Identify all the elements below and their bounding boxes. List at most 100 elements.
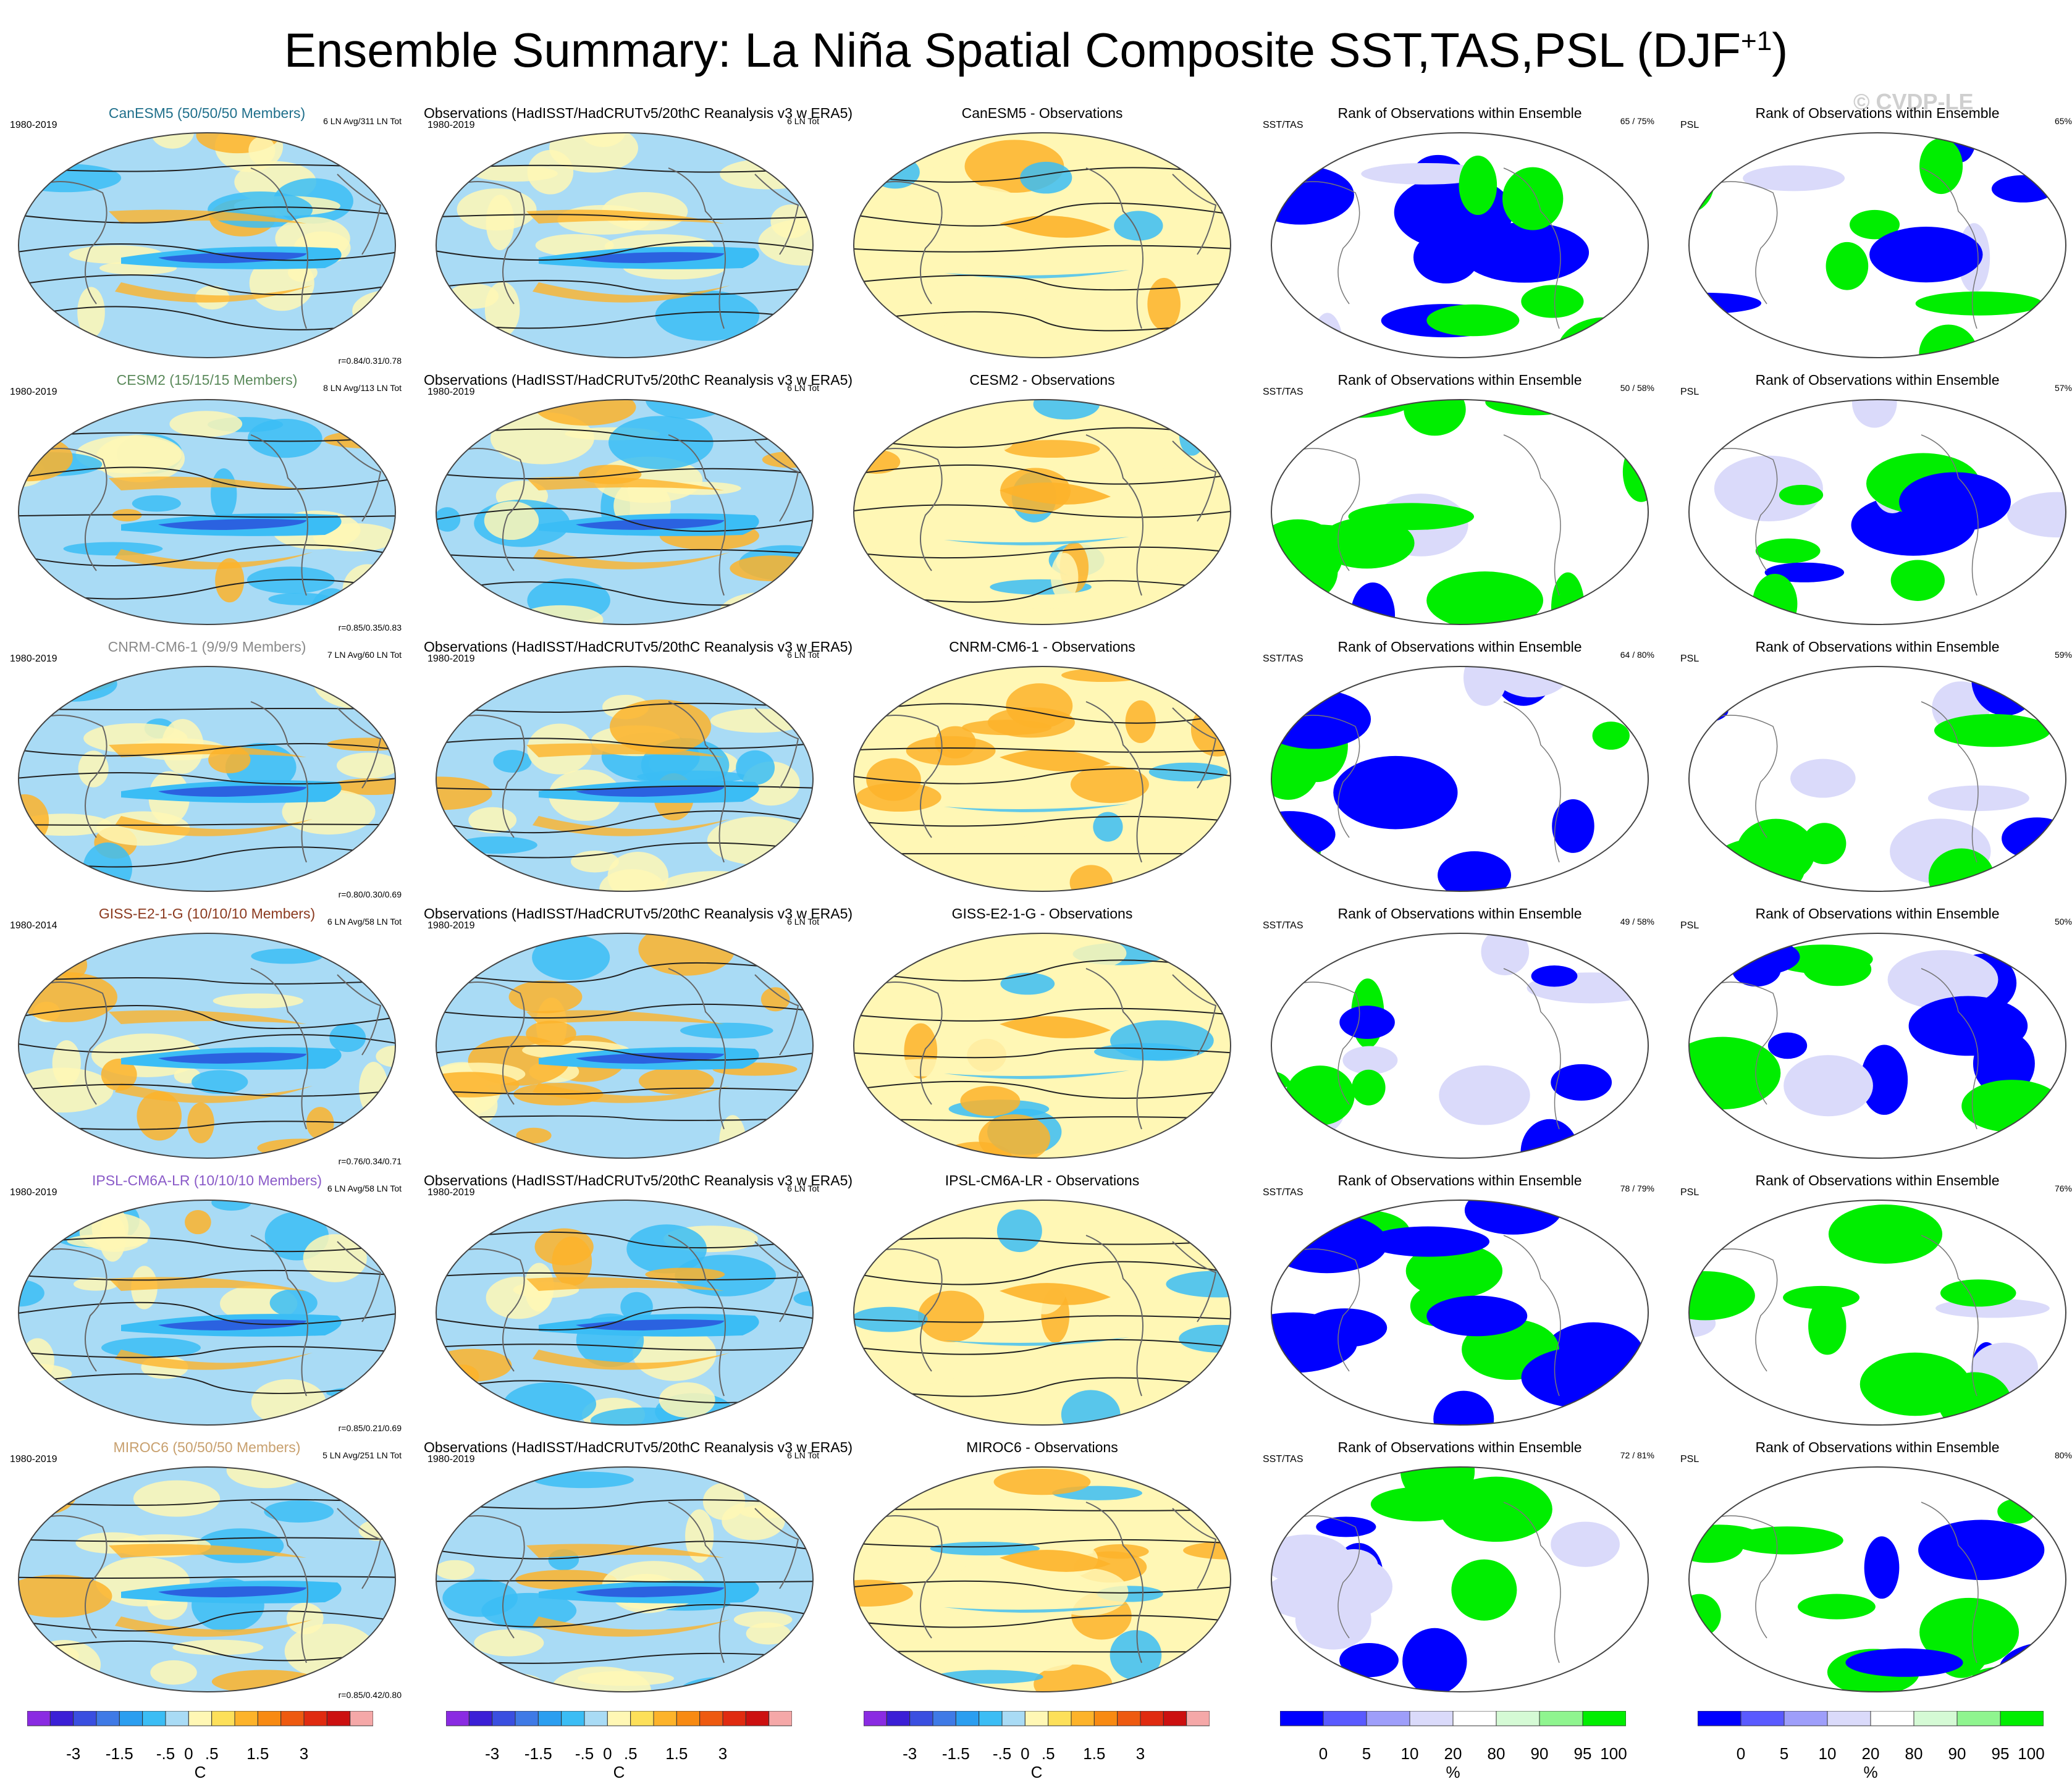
- colorbar-tick-label: -1.5: [105, 1744, 133, 1763]
- map-panel-rank-psl: Rank of Observations within Ensemble PSL 7…: [1677, 1172, 2072, 1438]
- map-graphic: [1271, 933, 1649, 1159]
- panel-title: IPSL-CM6A-LR - Observations: [945, 1172, 1140, 1188]
- anomaly-map: [851, 1198, 1233, 1427]
- anomaly-map: [434, 665, 815, 893]
- map-graphic: [18, 933, 396, 1159]
- panel-title: MIROC6 - Observations: [966, 1439, 1118, 1455]
- map-graphic: [1688, 132, 2066, 358]
- colorbar-swatch: [653, 1711, 677, 1726]
- map-panel-model: GISS-E2-1-G (10/10/10 Members) 1980-2014 6…: [6, 906, 408, 1171]
- colorbar-swatch: [932, 1711, 956, 1726]
- colorbar-swatch: [257, 1711, 282, 1726]
- panel-percent: 49 / 58%: [1620, 917, 1654, 927]
- map-graphic: [18, 666, 396, 892]
- panel-percent: 76%: [2054, 1183, 2072, 1193]
- panel-percent: 50 / 58%: [1620, 383, 1654, 393]
- colorbar-swatch: [676, 1711, 701, 1726]
- colorbar-swatch: [326, 1711, 351, 1726]
- map-graphic: [436, 1466, 814, 1692]
- panel-correlation: r=0.85/0.35/0.83: [338, 623, 402, 633]
- panel-event-count: 6 LN Tot: [787, 1183, 819, 1193]
- map-panel-obs: Observations (HadISST/HadCRUTv5/20thC Re…: [424, 906, 853, 1171]
- panel-title: Observations (HadISST/HadCRUTv5/20thC Re…: [424, 105, 853, 121]
- panel-event-count: 7 LN Avg/60 LN Tot: [327, 650, 402, 660]
- colorbar-swatch: [561, 1711, 585, 1726]
- colorbar-tick-label: 10: [1400, 1744, 1419, 1763]
- colorbar-tick-label: 10: [1818, 1744, 1837, 1763]
- panel-title: Rank of Observations within Ensemble: [1337, 639, 1582, 655]
- colorbar-swatch: [1698, 1711, 1741, 1726]
- map-panel-rank-psl: Rank of Observations within Ensemble PSL 6…: [1677, 105, 2072, 371]
- colorbar-tick-label: 95: [1573, 1744, 1592, 1763]
- colorbar-swatch: [1001, 1711, 1025, 1726]
- anomaly-map: [851, 931, 1233, 1160]
- colorbar-swatch: [722, 1711, 746, 1726]
- map-panel-rank-sst: Rank of Observations within Ensemble SST/…: [1259, 372, 1661, 637]
- colorbar-swatch: [1870, 1711, 1914, 1726]
- panel-title: Observations (HadISST/HadCRUTv5/20thC Re…: [424, 1172, 853, 1188]
- colorbar-observations: -3 -1.5 -.5 0 .5 1.5 3 C: [446, 1711, 792, 1781]
- rank-map: [1687, 931, 2068, 1160]
- colorbar-tick-label: 0: [1318, 1744, 1328, 1763]
- rank-map: [1687, 1465, 2068, 1694]
- map-panel-rank-sst: Rank of Observations within Ensemble SST/…: [1259, 1439, 1661, 1705]
- panel-event-count: 6 LN Tot: [787, 650, 819, 660]
- colorbar-tick-label: 5: [1362, 1744, 1371, 1763]
- map-panel-rank-sst: Rank of Observations within Ensemble SST/…: [1259, 1172, 1661, 1438]
- rank-map: [1269, 398, 1651, 626]
- map-graphic: [1271, 399, 1649, 625]
- colorbar-swatch: [909, 1711, 933, 1726]
- colorbar-swatch: [607, 1711, 631, 1726]
- map-graphic: [18, 132, 396, 358]
- map-panel-rank-psl: Rank of Observations within Ensemble PSL 5…: [1677, 639, 2072, 904]
- colorbar-tick-label: 0: [603, 1744, 612, 1763]
- colorbar-swatch: [515, 1711, 539, 1726]
- anomaly-map: [16, 1465, 398, 1694]
- panel-variable: PSL: [1680, 387, 1699, 397]
- colorbar-tick-label: -3: [485, 1744, 500, 1763]
- panel-title: Rank of Observations within Ensemble: [1755, 1439, 2000, 1455]
- map-panel-rank-psl: Rank of Observations within Ensemble PSL 5…: [1677, 372, 2072, 637]
- map-panel-model: MIROC6 (50/50/50 Members) 1980-2019 5 LN A…: [6, 1439, 408, 1705]
- anomaly-map: [16, 131, 398, 359]
- colorbar-swatch: [1140, 1711, 1164, 1726]
- panel-title: CanESM5 (50/50/50 Members): [108, 105, 306, 121]
- map-panel-obs: Observations (HadISST/HadCRUTv5/20thC Re…: [424, 105, 853, 371]
- colorbar-swatch: [955, 1711, 980, 1726]
- colorbar-swatch: [73, 1711, 97, 1726]
- colorbar-tick-label: 1.5: [1083, 1744, 1106, 1763]
- panel-variable: PSL: [1680, 920, 1699, 931]
- anomaly-map: [16, 1198, 398, 1427]
- colorbar-tick-label: 5: [1779, 1744, 1789, 1763]
- map-panel-obs: Observations (HadISST/HadCRUTv5/20thC Re…: [424, 1439, 853, 1705]
- panel-percent: 78 / 79%: [1620, 1183, 1654, 1193]
- colorbar-swatch: [864, 1711, 887, 1726]
- map-graphic: [853, 666, 1231, 892]
- panel-title: GISS-E2-1-G (10/10/10 Members): [98, 906, 316, 922]
- panel-title: CNRM-CM6-1 - Observations: [949, 639, 1135, 655]
- colorbar-swatch: [119, 1711, 143, 1726]
- colorbar-tick-label: -.5: [992, 1744, 1012, 1763]
- watermark: © CVDP-LE: [1853, 89, 1974, 114]
- colorbar-tick-label: 20: [1861, 1744, 1880, 1763]
- map-graphic: [18, 1466, 396, 1692]
- colorbar-swatch: [303, 1711, 327, 1726]
- map-graphic: [1271, 1200, 1649, 1426]
- colorbar-model: -3 -1.5 -.5 0 .5 1.5 3 C: [27, 1711, 373, 1781]
- panel-variable: SST/TAS: [1263, 387, 1303, 397]
- colorbar-swatch: [1323, 1711, 1367, 1726]
- colorbar-swatch: [27, 1711, 51, 1726]
- colorbar-tick-label: -.5: [156, 1744, 175, 1763]
- panel-period: 1980-2019: [10, 1187, 57, 1198]
- colorbar-unit: %: [1446, 1763, 1460, 1781]
- panel-variable: SST/TAS: [1263, 654, 1303, 664]
- map-graphic: [1688, 1466, 2066, 1692]
- panel-percent: 64 / 80%: [1620, 650, 1654, 660]
- colorbar-swatch: [584, 1711, 608, 1726]
- colorbar-swatch: [1740, 1711, 1785, 1726]
- panel-correlation: r=0.85/0.42/0.80: [338, 1690, 402, 1700]
- colorbar-swatch: [1409, 1711, 1454, 1726]
- colorbar-swatch: [49, 1711, 74, 1726]
- map-graphic: [1688, 933, 2066, 1159]
- panel-event-count: 6 LN Tot: [787, 1450, 819, 1460]
